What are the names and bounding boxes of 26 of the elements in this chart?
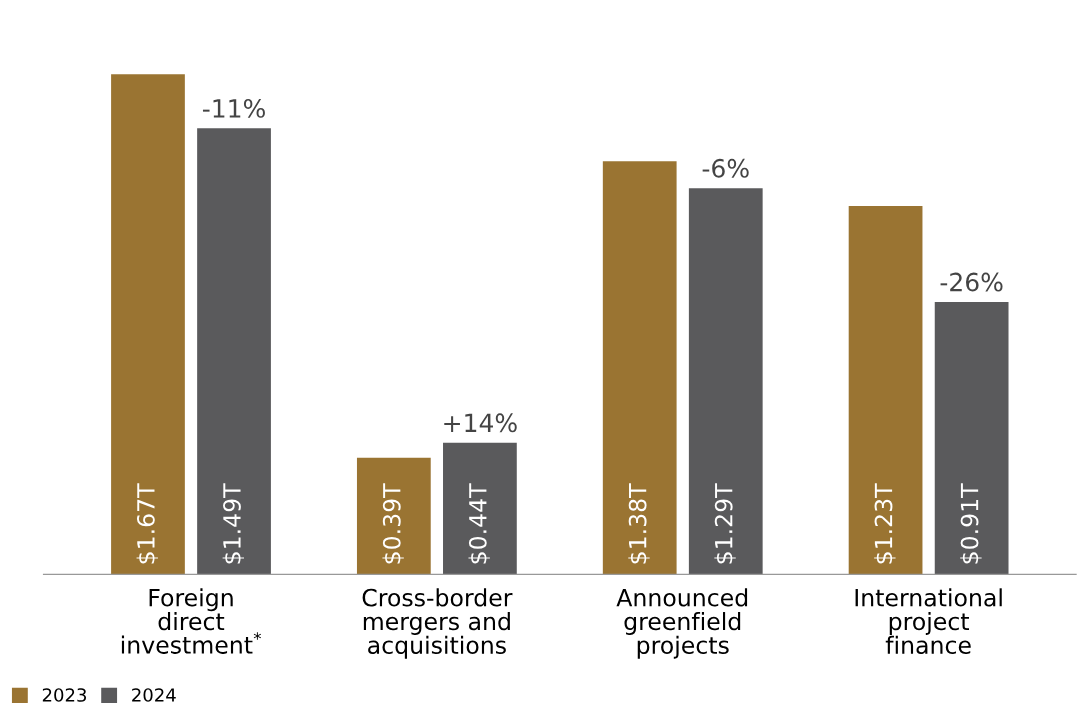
data-label: $0.44T <box>468 483 490 564</box>
legend-label: 2024 <box>132 688 176 702</box>
annotation: -26% <box>940 272 1003 292</box>
annotation: -6% <box>702 158 749 178</box>
data-label: $1.49T <box>222 483 245 564</box>
data-label: $1.23T <box>874 483 896 564</box>
data-label: $0.91T <box>960 483 982 564</box>
data-label: $1.67T <box>136 483 158 564</box>
bar <box>602 161 677 575</box>
bar <box>443 442 517 575</box>
data-label: $1.38T <box>628 483 650 564</box>
data-label: $0.39T <box>382 483 404 564</box>
bar <box>197 128 271 575</box>
annotation: +14% <box>444 413 517 433</box>
data-label: $1.29T <box>714 483 736 564</box>
x-tick-label: International project finance <box>855 588 1002 655</box>
legend-label: 2023 <box>42 688 87 702</box>
bar <box>111 74 185 575</box>
bar <box>934 301 1009 575</box>
x-tick-label: Cross-border mergers and acquisitions <box>362 588 513 659</box>
annotation: -11% <box>202 98 265 118</box>
bar <box>848 206 923 575</box>
bar <box>688 188 763 575</box>
x-tick-label: Foreign direct investment$^{*}$ <box>121 588 262 654</box>
bar <box>356 457 431 575</box>
x-tick-label: Announced greenfield projects <box>616 588 748 659</box>
